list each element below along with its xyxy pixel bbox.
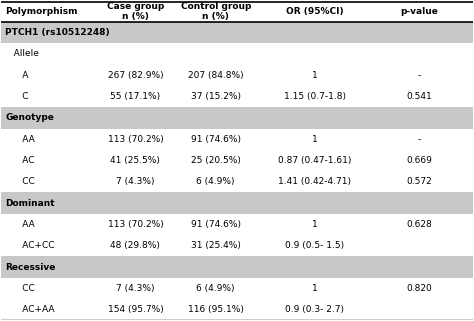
- Text: C: C: [5, 92, 29, 101]
- Bar: [0, 150, 474, 171]
- Text: Case group
n (%): Case group n (%): [107, 2, 164, 21]
- Text: p-value: p-value: [400, 7, 438, 16]
- Text: 267 (82.9%): 267 (82.9%): [108, 71, 163, 80]
- Text: 7 (4.3%): 7 (4.3%): [116, 177, 155, 186]
- Text: 154 (95.7%): 154 (95.7%): [108, 305, 163, 314]
- Text: Recessive: Recessive: [5, 263, 56, 272]
- Bar: [0, 107, 474, 128]
- Text: -: -: [417, 71, 420, 80]
- Bar: [0, 171, 474, 193]
- Text: A: A: [5, 71, 29, 80]
- Text: 113 (70.2%): 113 (70.2%): [108, 135, 163, 144]
- Text: AA: AA: [5, 220, 35, 229]
- Text: 41 (25.5%): 41 (25.5%): [110, 156, 160, 165]
- Text: 37 (15.2%): 37 (15.2%): [191, 92, 241, 101]
- Text: AC: AC: [5, 156, 35, 165]
- Text: 91 (74.6%): 91 (74.6%): [191, 135, 241, 144]
- Text: 207 (84.8%): 207 (84.8%): [188, 71, 244, 80]
- Text: 1.41 (0.42-4.71): 1.41 (0.42-4.71): [279, 177, 352, 186]
- Text: 91 (74.6%): 91 (74.6%): [191, 220, 241, 229]
- Text: Dominant: Dominant: [5, 199, 55, 208]
- Text: 6 (4.9%): 6 (4.9%): [197, 284, 235, 293]
- Text: Allele: Allele: [5, 49, 39, 58]
- Bar: [0, 214, 474, 235]
- Text: Polymorphism: Polymorphism: [5, 7, 78, 16]
- Text: 31 (25.4%): 31 (25.4%): [191, 241, 241, 250]
- Bar: [0, 256, 474, 278]
- Text: 55 (17.1%): 55 (17.1%): [110, 92, 161, 101]
- Text: 48 (29.8%): 48 (29.8%): [110, 241, 160, 250]
- Text: AA: AA: [5, 135, 35, 144]
- Text: 1: 1: [312, 135, 318, 144]
- Text: OR (95%CI): OR (95%CI): [286, 7, 344, 16]
- Bar: [0, 299, 474, 320]
- Text: CC: CC: [5, 177, 35, 186]
- Bar: [0, 43, 474, 65]
- Bar: [0, 1, 474, 22]
- Text: 1: 1: [312, 71, 318, 80]
- Text: CC: CC: [5, 284, 35, 293]
- Bar: [0, 22, 474, 43]
- Text: 0.9 (0.3- 2.7): 0.9 (0.3- 2.7): [285, 305, 345, 314]
- Text: 1: 1: [312, 220, 318, 229]
- Bar: [0, 86, 474, 107]
- Bar: [0, 128, 474, 150]
- Text: 0.87 (0.47-1.61): 0.87 (0.47-1.61): [278, 156, 352, 165]
- Text: AC+AA: AC+AA: [5, 305, 55, 314]
- Text: 0.541: 0.541: [406, 92, 432, 101]
- Bar: [0, 193, 474, 214]
- Text: 0.669: 0.669: [406, 156, 432, 165]
- Text: 116 (95.1%): 116 (95.1%): [188, 305, 244, 314]
- Text: Genotype: Genotype: [5, 113, 55, 122]
- Text: 25 (20.5%): 25 (20.5%): [191, 156, 241, 165]
- Text: 7 (4.3%): 7 (4.3%): [116, 284, 155, 293]
- Text: 113 (70.2%): 113 (70.2%): [108, 220, 163, 229]
- Bar: [0, 278, 474, 299]
- Text: 0.628: 0.628: [406, 220, 432, 229]
- Text: AC+CC: AC+CC: [5, 241, 55, 250]
- Text: 6 (4.9%): 6 (4.9%): [197, 177, 235, 186]
- Text: 0.572: 0.572: [406, 177, 432, 186]
- Text: Control group
n (%): Control group n (%): [181, 2, 251, 21]
- Text: 0.9 (0.5- 1.5): 0.9 (0.5- 1.5): [285, 241, 345, 250]
- Text: 0.820: 0.820: [406, 284, 432, 293]
- Bar: [0, 235, 474, 256]
- Text: -: -: [417, 135, 420, 144]
- Text: 1: 1: [312, 284, 318, 293]
- Text: 1.15 (0.7-1.8): 1.15 (0.7-1.8): [284, 92, 346, 101]
- Text: PTCH1 (rs10512248): PTCH1 (rs10512248): [5, 28, 110, 37]
- Bar: [0, 65, 474, 86]
